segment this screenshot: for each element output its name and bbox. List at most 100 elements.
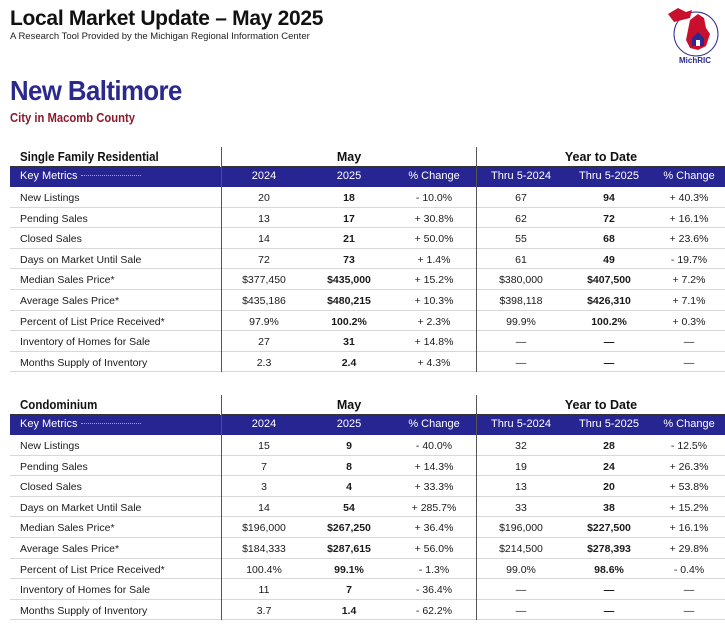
single-family-table: Single Family Residential May Year to Date… [10, 147, 725, 373]
metric-value: 99.9% [506, 315, 536, 328]
metric-value: $426,310 [587, 294, 631, 307]
metric-value: + 30.8% [414, 212, 454, 225]
metric-value: + 14.8% [414, 336, 454, 349]
metric-value: 17 [343, 212, 355, 225]
metric-value: + 2.3% [417, 315, 451, 328]
column-header: Thru 5-2025 [579, 418, 639, 430]
city-name: New Baltimore [10, 75, 182, 106]
metric-value: + 26.3% [669, 460, 709, 473]
metric-value: $278,393 [587, 542, 631, 555]
header-rule [10, 166, 220, 167]
metric-value: $214,500 [499, 542, 543, 555]
metric-value: 13 [515, 481, 527, 494]
metric-value: - 19.7% [670, 253, 708, 266]
metric-label: Median Sales Price* [20, 522, 115, 535]
metric-value: + 7.2% [672, 274, 706, 287]
metric-label: Percent of List Price Received* [20, 563, 165, 576]
metric-value: 15 [258, 440, 270, 452]
column-header: Thru 5-2024 [491, 170, 551, 182]
metric-value: $196,000 [242, 522, 286, 535]
table-row: Months Supply of Inventory 2.3 2.4 + 4.3% — —… [10, 352, 725, 373]
metric-value: + 10.3% [414, 294, 454, 307]
column-header: Key Metrics [20, 418, 141, 430]
metric-value: 2.4 [341, 356, 357, 369]
metric-value: $287,615 [327, 542, 371, 555]
metric-value: + 7.1% [672, 294, 706, 307]
metric-value: 98.6% [594, 563, 624, 576]
section-title: Single Family Residential [20, 150, 159, 164]
metric-value: 61 [515, 253, 527, 266]
metric-value: $184,333 [242, 542, 286, 555]
metric-label: Pending Sales [20, 460, 88, 473]
table-row: Percent of List Price Received* 100.4% 99.… [10, 559, 725, 580]
column-header: 2025 [336, 170, 362, 182]
metric-value: - 36.4% [415, 584, 453, 597]
metric-value: - 10.0% [415, 192, 453, 204]
metric-value: 24 [603, 460, 615, 473]
section-header: Condominium May Year to Date [10, 395, 725, 415]
metric-value: — [603, 356, 615, 369]
county-label: City in Macomb County [10, 111, 136, 125]
column-divider [221, 147, 222, 373]
metric-value: 67 [515, 192, 527, 204]
table-row: Days on Market Until Sale 72 73 + 1.4% 61 49 -… [10, 249, 725, 270]
metric-value: 100.2% [331, 315, 367, 328]
metric-value: 21 [343, 233, 355, 246]
column-header: 2025 [336, 418, 362, 430]
metric-value: 99.0% [506, 563, 536, 576]
metric-value: + 14.3% [414, 460, 454, 473]
column-header: Thru 5-2025 [579, 170, 639, 182]
table-row: New Listings 20 18 - 10.0% 67 94 + 40.3% [10, 187, 725, 208]
column-header: Key Metrics [20, 170, 141, 182]
column-divider [221, 395, 222, 621]
table-row: Pending Sales 7 8 + 14.3% 19 24 + 26.3% [10, 456, 725, 477]
metric-value: 20 [603, 481, 615, 494]
metric-value: + 15.2% [669, 501, 709, 514]
metric-value: — [515, 336, 527, 349]
table-row: New Listings 15 9 - 40.0% 32 28 - 12.5% [10, 435, 725, 456]
metric-value: 28 [603, 440, 615, 452]
metric-value: + 53.8% [669, 481, 709, 494]
metric-value: — [603, 336, 615, 349]
metric-value: 68 [603, 233, 615, 246]
metric-value: + 56.0% [414, 542, 454, 555]
metric-value: $435,000 [327, 274, 371, 287]
section-title: Condominium [20, 398, 98, 412]
ytd-group-label: Year to Date [564, 398, 638, 412]
metric-value: + 0.3% [672, 315, 706, 328]
metric-label: Days on Market Until Sale [20, 501, 142, 514]
metric-value: + 1.4% [417, 253, 451, 266]
condominium-table: Condominium May Year to Date Key Metrics 202… [10, 395, 725, 621]
column-header: % Change [663, 418, 715, 430]
header-rule [222, 166, 476, 167]
table-row: Median Sales Price* $196,000 $267,250 + 36.… [10, 517, 725, 538]
column-header: 2024 [251, 170, 277, 182]
metric-value: 14 [258, 501, 270, 514]
metric-value: 31 [343, 336, 355, 349]
table-row: Pending Sales 13 17 + 30.8% 62 72 + 16.1% [10, 208, 725, 229]
metric-value: + 36.4% [414, 522, 454, 535]
metric-label: Days on Market Until Sale [20, 253, 142, 266]
metric-value: + 285.7% [411, 501, 457, 514]
metric-value: $407,500 [587, 274, 631, 287]
month-group-label: May [336, 398, 362, 412]
header-rule [477, 166, 725, 167]
metric-value: - 40.0% [415, 440, 453, 452]
column-header: 2024 [251, 418, 277, 430]
table-row: Percent of List Price Received* 97.9% 100.… [10, 311, 725, 332]
header-rule [10, 414, 220, 415]
metric-value: 49 [603, 253, 615, 266]
report-header: Local Market Update – May 2025 A Researc… [10, 6, 323, 42]
metric-label: New Listings [20, 440, 80, 452]
table-row: Inventory of Homes for Sale 11 7 - 36.4% — — — [10, 579, 725, 600]
metric-value: — [515, 356, 527, 369]
metric-label: Percent of List Price Received* [20, 315, 165, 328]
metric-label: Months Supply of Inventory [20, 356, 148, 369]
metric-value: 2.3 [256, 356, 272, 369]
metric-value: + 16.1% [669, 212, 709, 225]
metric-value: 72 [603, 212, 615, 225]
table-row: Average Sales Price* $184,333 $287,615 + 56… [10, 538, 725, 559]
metric-value: 4 [346, 481, 352, 494]
metric-value: + 23.6% [669, 233, 709, 246]
metric-value: $196,000 [499, 522, 543, 535]
